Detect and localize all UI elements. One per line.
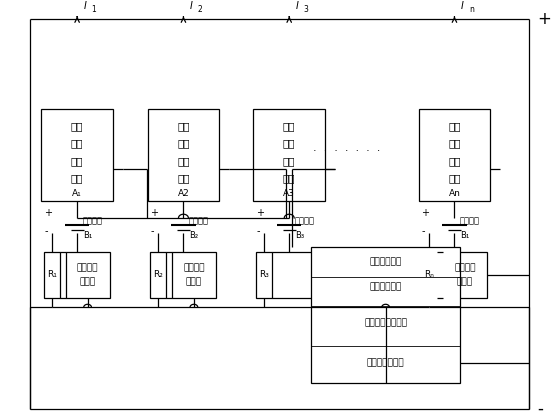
Text: B₃: B₃ <box>295 231 304 240</box>
Text: 采集: 采集 <box>177 156 189 166</box>
Text: 调节器: 调节器 <box>457 277 473 286</box>
Text: 数字电位器控制: 数字电位器控制 <box>367 358 404 367</box>
Text: 电流: 电流 <box>448 139 461 148</box>
Text: 温度: 温度 <box>283 121 295 131</box>
Bar <box>65 252 110 298</box>
Text: 2: 2 <box>198 5 203 14</box>
Text: B₁: B₁ <box>460 231 469 240</box>
Text: 单体电池: 单体电池 <box>460 216 480 226</box>
Text: 电流数据处理: 电流数据处理 <box>370 257 402 266</box>
Text: I: I <box>84 1 86 11</box>
Text: +: + <box>44 208 52 218</box>
Text: 电流: 电流 <box>71 139 83 148</box>
Text: 单体电池: 单体电池 <box>189 216 209 226</box>
Bar <box>150 252 166 298</box>
Bar <box>253 109 325 201</box>
Text: 采集: 采集 <box>71 156 83 166</box>
Text: +: + <box>537 10 551 28</box>
Text: 1: 1 <box>91 5 96 14</box>
Text: 温度: 温度 <box>71 121 83 131</box>
Text: 温度数据处理: 温度数据处理 <box>370 283 402 291</box>
Text: A3: A3 <box>283 189 295 198</box>
Bar <box>172 252 216 298</box>
Text: 单体电池: 单体电池 <box>83 216 102 226</box>
Text: 电流: 电流 <box>283 139 295 148</box>
Text: 温度: 温度 <box>177 121 189 131</box>
Text: 电流: 电流 <box>177 139 189 148</box>
Bar <box>443 252 487 298</box>
Text: +: + <box>256 208 264 218</box>
Bar <box>42 109 113 201</box>
Text: 数字电位: 数字电位 <box>183 263 204 272</box>
Text: -: - <box>150 226 154 236</box>
Text: R₁: R₁ <box>47 270 57 279</box>
Text: ·  ·  ·  ·  ·  ·  ·: · · · · · · · <box>314 146 381 156</box>
Text: 3: 3 <box>304 5 309 14</box>
Text: R₃: R₃ <box>259 270 269 279</box>
Text: B₁: B₁ <box>83 231 92 240</box>
Text: 数字电位: 数字电位 <box>77 263 99 272</box>
Text: B₂: B₂ <box>189 231 198 240</box>
Text: -: - <box>256 226 260 236</box>
Text: 模块: 模块 <box>448 173 461 184</box>
Text: R₂: R₂ <box>153 270 163 279</box>
Bar <box>419 109 490 201</box>
Text: 温度: 温度 <box>448 121 461 131</box>
Text: A2: A2 <box>178 189 189 198</box>
Text: 模块: 模块 <box>283 173 295 184</box>
Text: +: + <box>150 208 158 218</box>
Text: 调节器: 调节器 <box>186 277 202 286</box>
Text: 采集: 采集 <box>448 156 461 166</box>
Bar <box>255 252 272 298</box>
Text: -: - <box>537 399 543 417</box>
Text: 模块: 模块 <box>71 173 83 184</box>
Text: 数字电位: 数字电位 <box>454 263 476 272</box>
Text: -: - <box>44 226 48 236</box>
Bar <box>311 247 460 383</box>
Text: n: n <box>469 5 474 14</box>
Text: +: + <box>422 208 429 218</box>
Text: 单体电池: 单体电池 <box>295 216 315 226</box>
Text: Rₙ: Rₙ <box>424 270 434 279</box>
Text: An: An <box>449 189 460 198</box>
Text: I: I <box>190 1 193 11</box>
Bar <box>147 109 219 201</box>
Text: 模块: 模块 <box>177 173 189 184</box>
Text: I: I <box>461 1 464 11</box>
Bar <box>44 252 60 298</box>
Text: A₁: A₁ <box>72 189 82 198</box>
Text: 调节器: 调节器 <box>80 277 96 286</box>
Text: 采集: 采集 <box>283 156 295 166</box>
Text: 数据处理采集单元: 数据处理采集单元 <box>364 318 407 327</box>
Text: -: - <box>422 226 425 236</box>
Bar <box>421 252 437 298</box>
Text: I: I <box>296 1 299 11</box>
